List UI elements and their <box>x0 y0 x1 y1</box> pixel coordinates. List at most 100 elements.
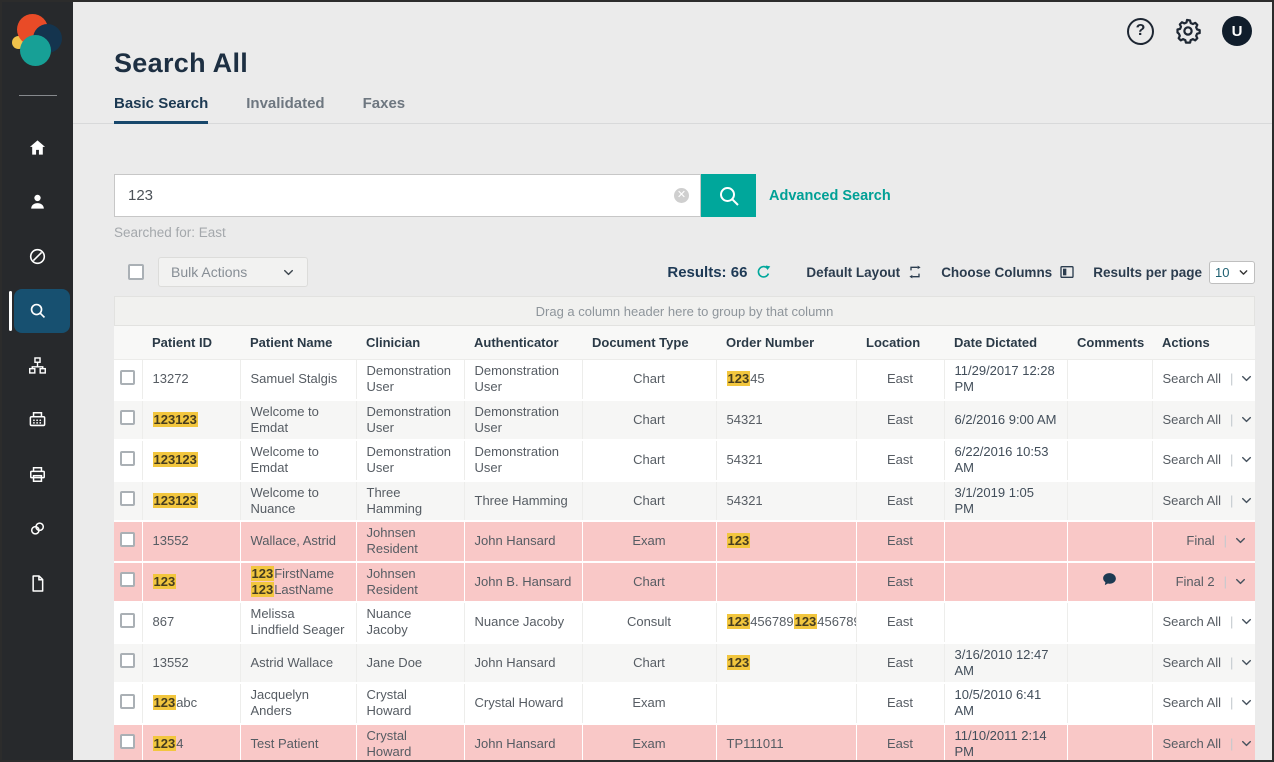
comment-icon[interactable] <box>1101 571 1118 588</box>
column-header[interactable]: Clinician <box>356 326 464 360</box>
user-avatar[interactable]: U <box>1222 16 1252 46</box>
chevron-down-icon <box>284 269 293 275</box>
cell-authenticator: Three Hamming <box>464 480 583 522</box>
cell-order-number: 123 <box>716 642 857 684</box>
refresh-icon[interactable] <box>755 264 772 281</box>
searched-for-text: Searched for: East <box>114 225 226 240</box>
row-action-link[interactable]: Search All <box>1162 452 1222 468</box>
row-action-link[interactable]: Search All <box>1162 614 1222 630</box>
row-action-link[interactable]: Search All <box>1162 695 1222 711</box>
row-checkbox[interactable] <box>120 653 136 669</box>
cell-clinician: Demonstration User <box>356 399 465 441</box>
cell-authenticator: Demonstration User <box>464 359 583 401</box>
sidebar-item-search[interactable] <box>2 284 73 339</box>
row-checkbox[interactable] <box>120 410 136 426</box>
printer-icon <box>28 465 47 484</box>
chevron-down-icon[interactable] <box>1240 695 1253 710</box>
default-layout-button[interactable]: Default Layout <box>806 264 923 280</box>
cell-document-type: Chart <box>582 399 717 441</box>
sidebar-item-document[interactable] <box>2 556 73 611</box>
tab-faxes[interactable]: Faxes <box>362 95 406 112</box>
cell-patient-name: Wallace, Astrid <box>240 521 357 563</box>
cell-actions: Search All | <box>1152 399 1255 441</box>
row-action-link[interactable]: Search All <box>1162 371 1222 387</box>
clear-search-icon[interactable]: ✕ <box>674 188 689 203</box>
column-header[interactable]: Comments <box>1067 326 1152 360</box>
row-action-link[interactable]: Search All <box>1162 492 1222 508</box>
row-checkbox[interactable] <box>120 450 136 466</box>
search-match: 123 <box>726 654 751 670</box>
sidebar-item-fax[interactable] <box>2 393 73 448</box>
choose-columns-button[interactable]: Choose Columns <box>941 264 1075 280</box>
column-header[interactable]: Patient ID <box>142 326 240 360</box>
search-input[interactable] <box>114 174 701 217</box>
select-all-checkbox[interactable] <box>128 264 144 280</box>
chevron-down-icon[interactable] <box>1240 493 1253 508</box>
chevron-down-icon[interactable] <box>1234 533 1247 548</box>
column-header[interactable]: Document Type <box>582 326 716 360</box>
cell-order-number: 123 <box>716 521 857 563</box>
cell-comments <box>1067 521 1153 563</box>
tab-basic-search[interactable]: Basic Search <box>114 95 209 124</box>
row-checkbox[interactable] <box>120 693 136 709</box>
group-by-bar[interactable]: Drag a column header here to group by th… <box>114 296 1255 326</box>
tab-invalidated[interactable]: Invalidated <box>246 95 325 112</box>
row-action-link[interactable]: Final 2 <box>1175 573 1215 589</box>
row-action-link[interactable]: Search All <box>1162 735 1222 751</box>
sidebar-item-link[interactable] <box>2 502 73 557</box>
column-header[interactable]: Actions <box>1152 326 1255 360</box>
sidebar-item-user[interactable] <box>2 175 73 230</box>
results-count: Results: 66 <box>667 263 748 281</box>
cell-order-number: TP111011 <box>716 723 857 760</box>
row-checkbox[interactable] <box>120 491 136 507</box>
chevron-down-icon[interactable] <box>1240 452 1253 467</box>
sidebar-item-sitemap[interactable] <box>2 338 73 393</box>
cell-document-type: Exam <box>582 723 717 760</box>
sidebar-item-printer[interactable] <box>2 447 73 502</box>
chevron-down-icon[interactable] <box>1240 614 1253 629</box>
column-header[interactable]: Date Dictated <box>944 326 1067 360</box>
chevron-down-icon[interactable] <box>1240 655 1253 670</box>
per-page-select[interactable]: 10 <box>1209 260 1255 284</box>
sidebar-item-home[interactable] <box>2 120 73 175</box>
column-header[interactable]: Location <box>856 326 944 360</box>
row-action-link[interactable]: Final <box>1186 533 1215 549</box>
help-icon[interactable]: ? <box>1127 17 1154 45</box>
chevron-down-icon[interactable] <box>1240 412 1253 427</box>
table-row: 123123 Welcome to Emdat Demonstration User… <box>114 440 1255 482</box>
row-checkbox[interactable] <box>120 572 136 588</box>
table-row: 13552 Wallace, Astrid Johnsen Resident John… <box>114 521 1255 563</box>
row-action-link[interactable]: Search All <box>1162 654 1222 670</box>
advanced-search-link[interactable]: Advanced Search <box>769 187 891 204</box>
cell-authenticator: Demonstration User <box>464 440 583 482</box>
cell-document-type: Chart <box>582 642 717 684</box>
search-match: 123 <box>152 735 177 751</box>
gear-icon[interactable] <box>1174 17 1202 45</box>
app-logo[interactable] <box>11 12 64 68</box>
cell-date-dictated <box>944 602 1068 644</box>
row-checkbox[interactable] <box>120 369 136 385</box>
user-icon <box>28 192 47 211</box>
search-button[interactable] <box>701 174 756 217</box>
action-divider: | <box>1223 573 1227 589</box>
row-action-link[interactable]: Search All <box>1162 411 1222 427</box>
bulk-actions-dropdown[interactable]: Bulk Actions <box>158 257 308 287</box>
cell-location: East <box>856 521 945 563</box>
row-checkbox[interactable] <box>120 612 136 628</box>
cell-location: East <box>856 440 945 482</box>
cell-order-number: 54321 <box>716 399 857 441</box>
cell-clinician: Johnsen Resident <box>356 521 465 563</box>
column-header[interactable]: Order Number <box>716 326 856 360</box>
row-checkbox[interactable] <box>120 531 136 547</box>
table-row: 13272 Samuel Stalgis Demonstration User Dem… <box>114 359 1255 401</box>
chevron-down-icon[interactable] <box>1240 736 1253 751</box>
column-header[interactable]: Authenticator <box>464 326 582 360</box>
chevron-down-icon[interactable] <box>1234 574 1247 589</box>
cell-document-type: Exam <box>582 683 717 725</box>
cell-date-dictated: 6/22/2016 10:53 AM <box>944 440 1068 482</box>
chevron-down-icon[interactable] <box>1240 371 1253 386</box>
table-row: 13552 Astrid Wallace Jane Doe John Hansard C… <box>114 642 1255 684</box>
row-checkbox[interactable] <box>120 734 136 750</box>
column-header[interactable]: Patient Name <box>240 326 356 360</box>
sidebar-item-dashboard[interactable] <box>2 229 73 284</box>
